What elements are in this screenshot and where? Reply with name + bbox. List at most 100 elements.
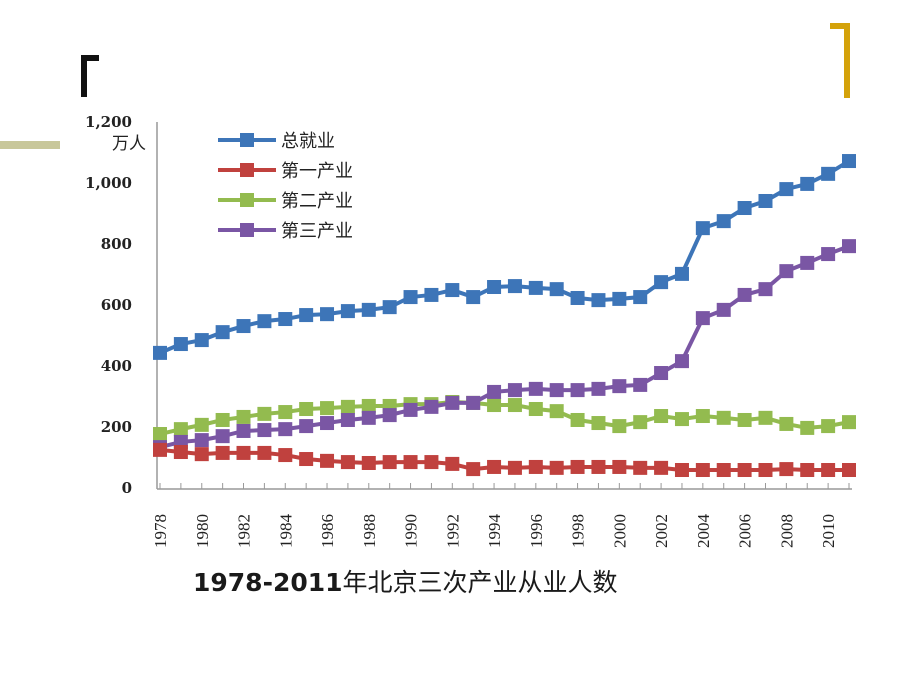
data-point (236, 409, 251, 424)
legend-item: 第一产业 (218, 161, 353, 182)
data-point (654, 409, 669, 424)
data-point (758, 193, 773, 208)
x-tick-label: 1980 (193, 514, 212, 548)
x-tick-label: 2008 (777, 514, 796, 548)
data-point (800, 176, 815, 191)
data-point (507, 460, 522, 475)
data-point (674, 412, 689, 427)
x-tick-label: 2004 (694, 514, 713, 549)
legend-item: 第三产业 (218, 221, 353, 242)
decorative-bar (0, 141, 60, 149)
legend-marker (240, 193, 254, 207)
data-point (215, 445, 230, 460)
data-point (758, 282, 773, 297)
legend-item: 总就业 (218, 131, 335, 152)
data-point (800, 255, 815, 270)
data-point (340, 455, 355, 470)
data-point (737, 463, 752, 478)
legend-marker (240, 133, 254, 147)
data-point (153, 442, 167, 457)
data-point (466, 395, 481, 410)
x-tick-label: 1984 (276, 514, 295, 549)
data-point (821, 463, 836, 478)
data-point (695, 463, 710, 478)
data-point (340, 399, 355, 414)
series-layer (153, 154, 856, 478)
data-point (779, 416, 794, 431)
data-point (821, 166, 836, 181)
data-point (591, 459, 606, 474)
data-point (842, 239, 856, 254)
data-point (779, 462, 794, 477)
data-point (361, 302, 376, 317)
x-tick-label: 1990 (402, 514, 421, 548)
data-point (320, 307, 335, 322)
data-point (403, 455, 418, 470)
data-point (570, 459, 585, 474)
data-point (737, 201, 752, 216)
data-point (633, 377, 648, 392)
data-point (299, 419, 314, 434)
data-point (445, 283, 460, 298)
x-tick-label: 1978 (151, 514, 170, 548)
data-point (695, 409, 710, 424)
data-point (612, 419, 627, 434)
x-tick-label: 1986 (318, 514, 337, 548)
data-point (278, 422, 293, 437)
data-point (570, 383, 585, 398)
data-point (466, 462, 481, 477)
data-point (382, 408, 397, 423)
data-point (612, 291, 627, 306)
data-point (591, 381, 606, 396)
data-point (466, 290, 481, 305)
data-point (654, 460, 669, 475)
axes: 0 200 400 600 800 1,000 1,200 万人 1978 1980 1982 198… (85, 113, 852, 548)
data-point (153, 345, 167, 360)
data-point (236, 445, 251, 460)
data-point (716, 463, 731, 478)
data-point (382, 300, 397, 315)
data-point (549, 404, 564, 419)
y-tick-label: 200 (101, 418, 132, 436)
data-point (487, 280, 502, 295)
x-tick-label: 1982 (235, 514, 254, 548)
data-point (487, 398, 502, 413)
data-point (633, 290, 648, 305)
x-tick-label: 2002 (652, 514, 671, 548)
data-point (654, 366, 669, 381)
data-point (236, 423, 251, 438)
data-point (153, 427, 167, 442)
data-point (445, 456, 460, 471)
data-point (800, 420, 815, 435)
legend-marker (240, 163, 254, 177)
data-point (842, 463, 856, 478)
chart-caption: 1978-2011年北京三次产业从业人数 (193, 563, 618, 599)
data-point (299, 308, 314, 323)
data-point (299, 452, 314, 467)
data-point (612, 379, 627, 394)
series-line (159, 447, 849, 473)
data-point (591, 293, 606, 308)
data-point (800, 463, 815, 478)
data-point (257, 314, 272, 329)
data-point (633, 415, 648, 430)
data-point (340, 304, 355, 319)
x-tick-label: 2000 (610, 514, 629, 548)
data-point (528, 381, 543, 396)
legend-marker (240, 223, 254, 237)
data-point (403, 402, 418, 417)
data-point (194, 433, 209, 448)
data-point (507, 383, 522, 398)
data-point (695, 311, 710, 326)
data-point (173, 445, 188, 460)
data-point (424, 455, 439, 470)
data-point (612, 459, 627, 474)
data-point (424, 287, 439, 302)
series-line (159, 399, 850, 436)
data-point (340, 412, 355, 427)
y-tick-label: 800 (101, 235, 132, 253)
legend-item: 第二产业 (218, 191, 353, 212)
data-point (361, 455, 376, 470)
